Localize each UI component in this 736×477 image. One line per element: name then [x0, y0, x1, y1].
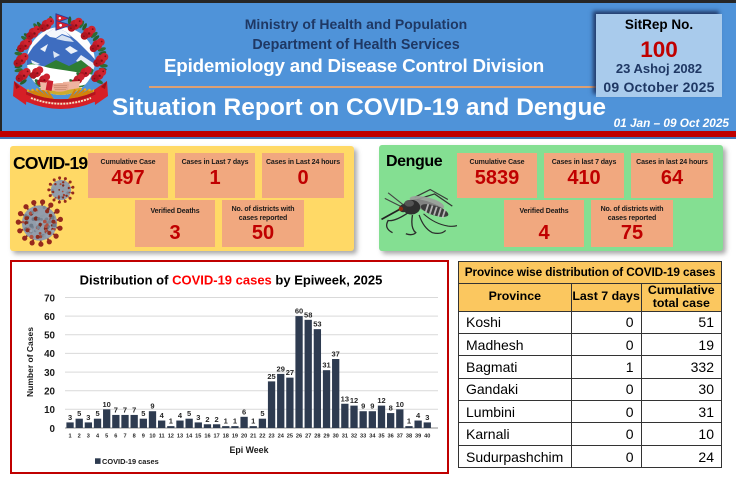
svg-text:5: 5: [141, 409, 145, 418]
svg-text:35: 35: [378, 434, 384, 440]
svg-text:1: 1: [224, 417, 228, 426]
svg-text:10: 10: [396, 400, 404, 409]
svg-text:1: 1: [233, 417, 237, 426]
svg-text:25: 25: [267, 372, 275, 381]
svg-text:2: 2: [215, 415, 219, 424]
svg-text:40: 40: [44, 349, 55, 360]
svg-text:5: 5: [95, 409, 99, 418]
svg-text:37: 37: [397, 434, 403, 440]
svg-text:9: 9: [361, 402, 365, 411]
svg-text:29: 29: [323, 434, 329, 440]
svg-text:1: 1: [169, 417, 173, 426]
svg-text:24: 24: [278, 434, 285, 440]
svg-text:29: 29: [277, 364, 285, 373]
svg-text:Epi Week: Epi Week: [230, 445, 269, 455]
svg-text:10: 10: [44, 405, 55, 416]
svg-text:20: 20: [44, 387, 55, 398]
svg-text:COVID-19 cases: COVID-19 cases: [102, 457, 159, 466]
svg-text:26: 26: [296, 434, 302, 440]
svg-text:25: 25: [287, 434, 293, 440]
svg-text:3: 3: [87, 434, 90, 440]
svg-text:38: 38: [406, 434, 412, 440]
svg-text:27: 27: [305, 434, 311, 440]
svg-text:9: 9: [150, 402, 154, 411]
svg-text:32: 32: [351, 434, 357, 440]
svg-text:16: 16: [204, 434, 210, 440]
svg-text:3: 3: [196, 413, 200, 422]
svg-text:21: 21: [250, 434, 256, 440]
svg-text:1: 1: [251, 417, 255, 426]
svg-text:9: 9: [370, 402, 374, 411]
svg-text:3: 3: [86, 413, 90, 422]
svg-text:6: 6: [242, 407, 246, 416]
svg-text:4: 4: [160, 411, 165, 420]
svg-text:7: 7: [114, 405, 118, 414]
svg-text:34: 34: [369, 434, 376, 440]
svg-text:Number of Cases: Number of Cases: [25, 327, 35, 397]
svg-text:33: 33: [360, 434, 366, 440]
svg-text:30: 30: [333, 434, 339, 440]
svg-text:31: 31: [342, 434, 348, 440]
svg-text:18: 18: [223, 434, 229, 440]
svg-text:19: 19: [232, 434, 238, 440]
svg-text:11: 11: [159, 434, 165, 440]
svg-text:1: 1: [407, 417, 411, 426]
svg-text:13: 13: [341, 394, 349, 403]
svg-text:0: 0: [50, 424, 56, 435]
svg-text:8: 8: [133, 434, 136, 440]
svg-text:58: 58: [304, 310, 312, 319]
svg-text:2: 2: [205, 415, 209, 424]
svg-text:17: 17: [213, 434, 219, 440]
svg-text:3: 3: [425, 413, 429, 422]
svg-text:5: 5: [260, 409, 264, 418]
svg-text:30: 30: [44, 368, 55, 379]
svg-text:60: 60: [295, 307, 303, 316]
svg-text:4: 4: [416, 411, 421, 420]
svg-text:9: 9: [142, 434, 145, 440]
svg-text:14: 14: [186, 434, 193, 440]
svg-text:40: 40: [424, 434, 430, 440]
svg-text:1: 1: [68, 434, 71, 440]
svg-text:70: 70: [44, 293, 55, 304]
svg-text:37: 37: [332, 350, 340, 359]
svg-text:2: 2: [78, 434, 81, 440]
svg-text:10: 10: [103, 400, 111, 409]
svg-text:27: 27: [286, 368, 294, 377]
svg-text:7: 7: [123, 434, 126, 440]
svg-text:53: 53: [313, 320, 321, 329]
svg-text:39: 39: [415, 434, 421, 440]
svg-text:3: 3: [68, 413, 72, 422]
svg-text:10: 10: [149, 434, 155, 440]
svg-text:8: 8: [389, 404, 393, 413]
svg-text:50: 50: [44, 331, 55, 342]
svg-text:28: 28: [314, 434, 320, 440]
svg-text:15: 15: [195, 434, 201, 440]
svg-text:4: 4: [96, 434, 100, 440]
svg-text:23: 23: [268, 434, 274, 440]
svg-text:60: 60: [44, 312, 55, 323]
svg-text:6: 6: [114, 434, 117, 440]
svg-text:20: 20: [241, 434, 247, 440]
svg-text:Distribution of COVID-19 cases: Distribution of COVID-19 cases by Epiwee…: [80, 273, 383, 288]
svg-text:22: 22: [259, 434, 265, 440]
svg-text:7: 7: [123, 405, 127, 414]
svg-text:13: 13: [177, 434, 183, 440]
svg-text:5: 5: [187, 409, 191, 418]
svg-text:5: 5: [105, 434, 108, 440]
svg-text:31: 31: [322, 361, 330, 370]
svg-text:36: 36: [388, 434, 394, 440]
svg-text:5: 5: [77, 409, 81, 418]
svg-text:4: 4: [178, 411, 183, 420]
svg-text:12: 12: [377, 396, 385, 405]
svg-text:7: 7: [132, 405, 136, 414]
svg-text:12: 12: [168, 434, 174, 440]
svg-text:12: 12: [350, 396, 358, 405]
